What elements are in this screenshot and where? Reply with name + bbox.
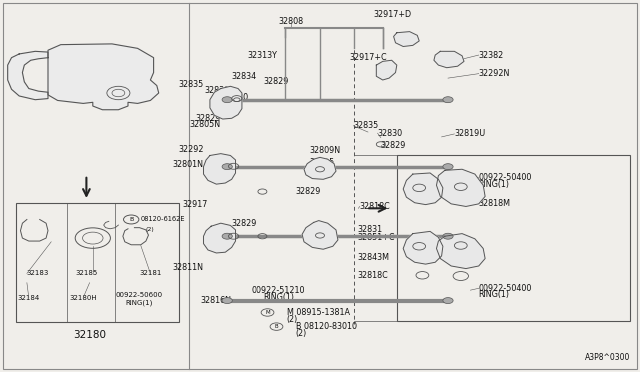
- Text: 32185: 32185: [76, 270, 97, 276]
- Text: RING(1): RING(1): [263, 293, 294, 302]
- Text: 32816N: 32816N: [201, 296, 232, 305]
- Polygon shape: [394, 32, 419, 46]
- Polygon shape: [48, 44, 159, 110]
- Text: 32181: 32181: [140, 270, 161, 276]
- Text: 32829: 32829: [296, 187, 321, 196]
- Text: 32180: 32180: [73, 330, 106, 340]
- Polygon shape: [302, 221, 338, 249]
- Text: 32183: 32183: [26, 270, 48, 276]
- Text: (2): (2): [287, 315, 298, 324]
- Text: (2): (2): [296, 329, 307, 338]
- Circle shape: [222, 298, 232, 304]
- Text: M: M: [265, 310, 270, 315]
- Text: 08120-6162E: 08120-6162E: [141, 217, 186, 222]
- Polygon shape: [8, 51, 48, 100]
- Text: (2): (2): [145, 227, 154, 232]
- Text: A3P8^0300: A3P8^0300: [585, 353, 630, 362]
- Polygon shape: [376, 60, 397, 80]
- Circle shape: [222, 97, 232, 103]
- Text: 32818C: 32818C: [360, 202, 390, 211]
- Text: 00922-50600: 00922-50600: [116, 292, 163, 298]
- Polygon shape: [434, 51, 464, 68]
- Text: 32815: 32815: [309, 158, 334, 167]
- Text: M 08915-1381A: M 08915-1381A: [287, 308, 349, 317]
- Text: 32809N: 32809N: [309, 146, 340, 155]
- Text: 32835: 32835: [179, 80, 204, 89]
- Text: 32811N: 32811N: [173, 263, 204, 272]
- Text: 00922-51210: 00922-51210: [252, 286, 305, 295]
- Text: 32835: 32835: [353, 121, 378, 130]
- Circle shape: [443, 164, 453, 170]
- Text: 32292N: 32292N: [479, 69, 510, 78]
- Text: RING(1): RING(1): [479, 180, 509, 189]
- Text: 00922-50400: 00922-50400: [479, 284, 532, 293]
- Text: 32829: 32829: [195, 114, 221, 123]
- Text: 32382: 32382: [479, 51, 504, 60]
- Text: 32184: 32184: [18, 295, 40, 301]
- Circle shape: [443, 97, 453, 103]
- Text: 32818C: 32818C: [357, 271, 388, 280]
- Polygon shape: [210, 86, 242, 119]
- Text: 32829: 32829: [232, 219, 257, 228]
- Circle shape: [222, 164, 232, 170]
- Text: 32805N: 32805N: [189, 121, 221, 129]
- Text: 32801N: 32801N: [173, 160, 204, 169]
- Text: 32829: 32829: [381, 141, 406, 150]
- Text: 32830: 32830: [223, 93, 248, 102]
- Bar: [16, 203, 179, 322]
- Polygon shape: [436, 234, 485, 269]
- Text: 32830: 32830: [204, 86, 229, 95]
- Text: 00922-50400: 00922-50400: [479, 173, 532, 182]
- Text: 32292: 32292: [178, 145, 204, 154]
- Text: B: B: [129, 217, 133, 222]
- Text: 32917: 32917: [182, 200, 208, 209]
- Text: 32843M: 32843M: [357, 253, 389, 262]
- Text: B: B: [275, 324, 278, 329]
- Text: RING(1): RING(1): [126, 300, 153, 307]
- Circle shape: [443, 298, 453, 304]
- Text: 32829: 32829: [264, 77, 289, 86]
- Text: 32808: 32808: [278, 17, 304, 26]
- Text: RING(1): RING(1): [479, 291, 509, 299]
- Text: 32819U: 32819U: [454, 129, 486, 138]
- Polygon shape: [436, 169, 485, 206]
- Polygon shape: [403, 231, 443, 264]
- Text: 32917+D: 32917+D: [373, 10, 412, 19]
- Text: 32851+C: 32851+C: [357, 233, 395, 242]
- Text: 32818M: 32818M: [479, 199, 511, 208]
- Polygon shape: [204, 154, 236, 184]
- Text: 32917+C: 32917+C: [350, 53, 387, 62]
- Polygon shape: [403, 173, 443, 205]
- Text: 32313Y: 32313Y: [248, 51, 277, 60]
- Text: 32831: 32831: [357, 225, 382, 234]
- Circle shape: [443, 233, 453, 239]
- Bar: [397, 155, 630, 321]
- Text: 32830: 32830: [378, 129, 403, 138]
- Circle shape: [222, 233, 232, 239]
- Polygon shape: [204, 223, 236, 253]
- Polygon shape: [304, 157, 336, 179]
- Text: B 08120-83010: B 08120-83010: [296, 322, 356, 331]
- Text: 32834: 32834: [232, 72, 257, 81]
- Text: 32180H: 32180H: [69, 295, 97, 301]
